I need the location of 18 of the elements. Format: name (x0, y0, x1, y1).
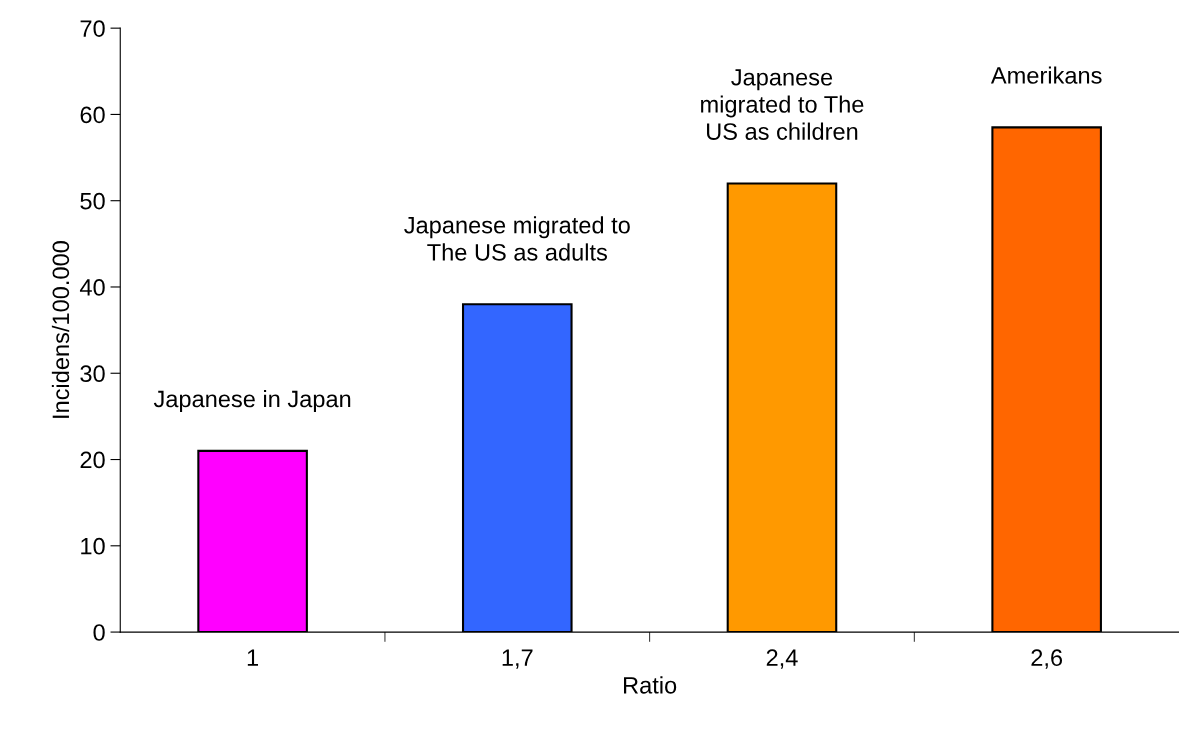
y-tick-label: 20 (80, 451, 105, 469)
annotation: Japanese migrated to The US as children (701, 69, 864, 140)
y-axis-title: Incidens/100.000 (51, 241, 70, 418)
x-tick-label: 2,6 (1031, 649, 1063, 669)
x-tick-label: 2,4 (766, 649, 798, 669)
x-tick-label: 1 (247, 649, 259, 666)
annotation: Amerikans (990, 66, 1102, 84)
x-tick-label: 1,7 (502, 649, 533, 669)
y-tick-label: 40 (79, 279, 105, 296)
annotation: Japanese in Japan (153, 390, 351, 413)
y-tick-label: 30 (80, 365, 105, 383)
y-tick-label: 10 (81, 537, 105, 555)
y-tick-label: 0 (93, 624, 105, 641)
y-tick-label: 60 (80, 106, 105, 124)
x-axis-title: Ratio (624, 676, 677, 694)
y-tick-label: 70 (80, 20, 105, 37)
y-tick-label: 50 (80, 192, 105, 210)
annotation: Japanese migrated to The US as adults (404, 216, 630, 261)
